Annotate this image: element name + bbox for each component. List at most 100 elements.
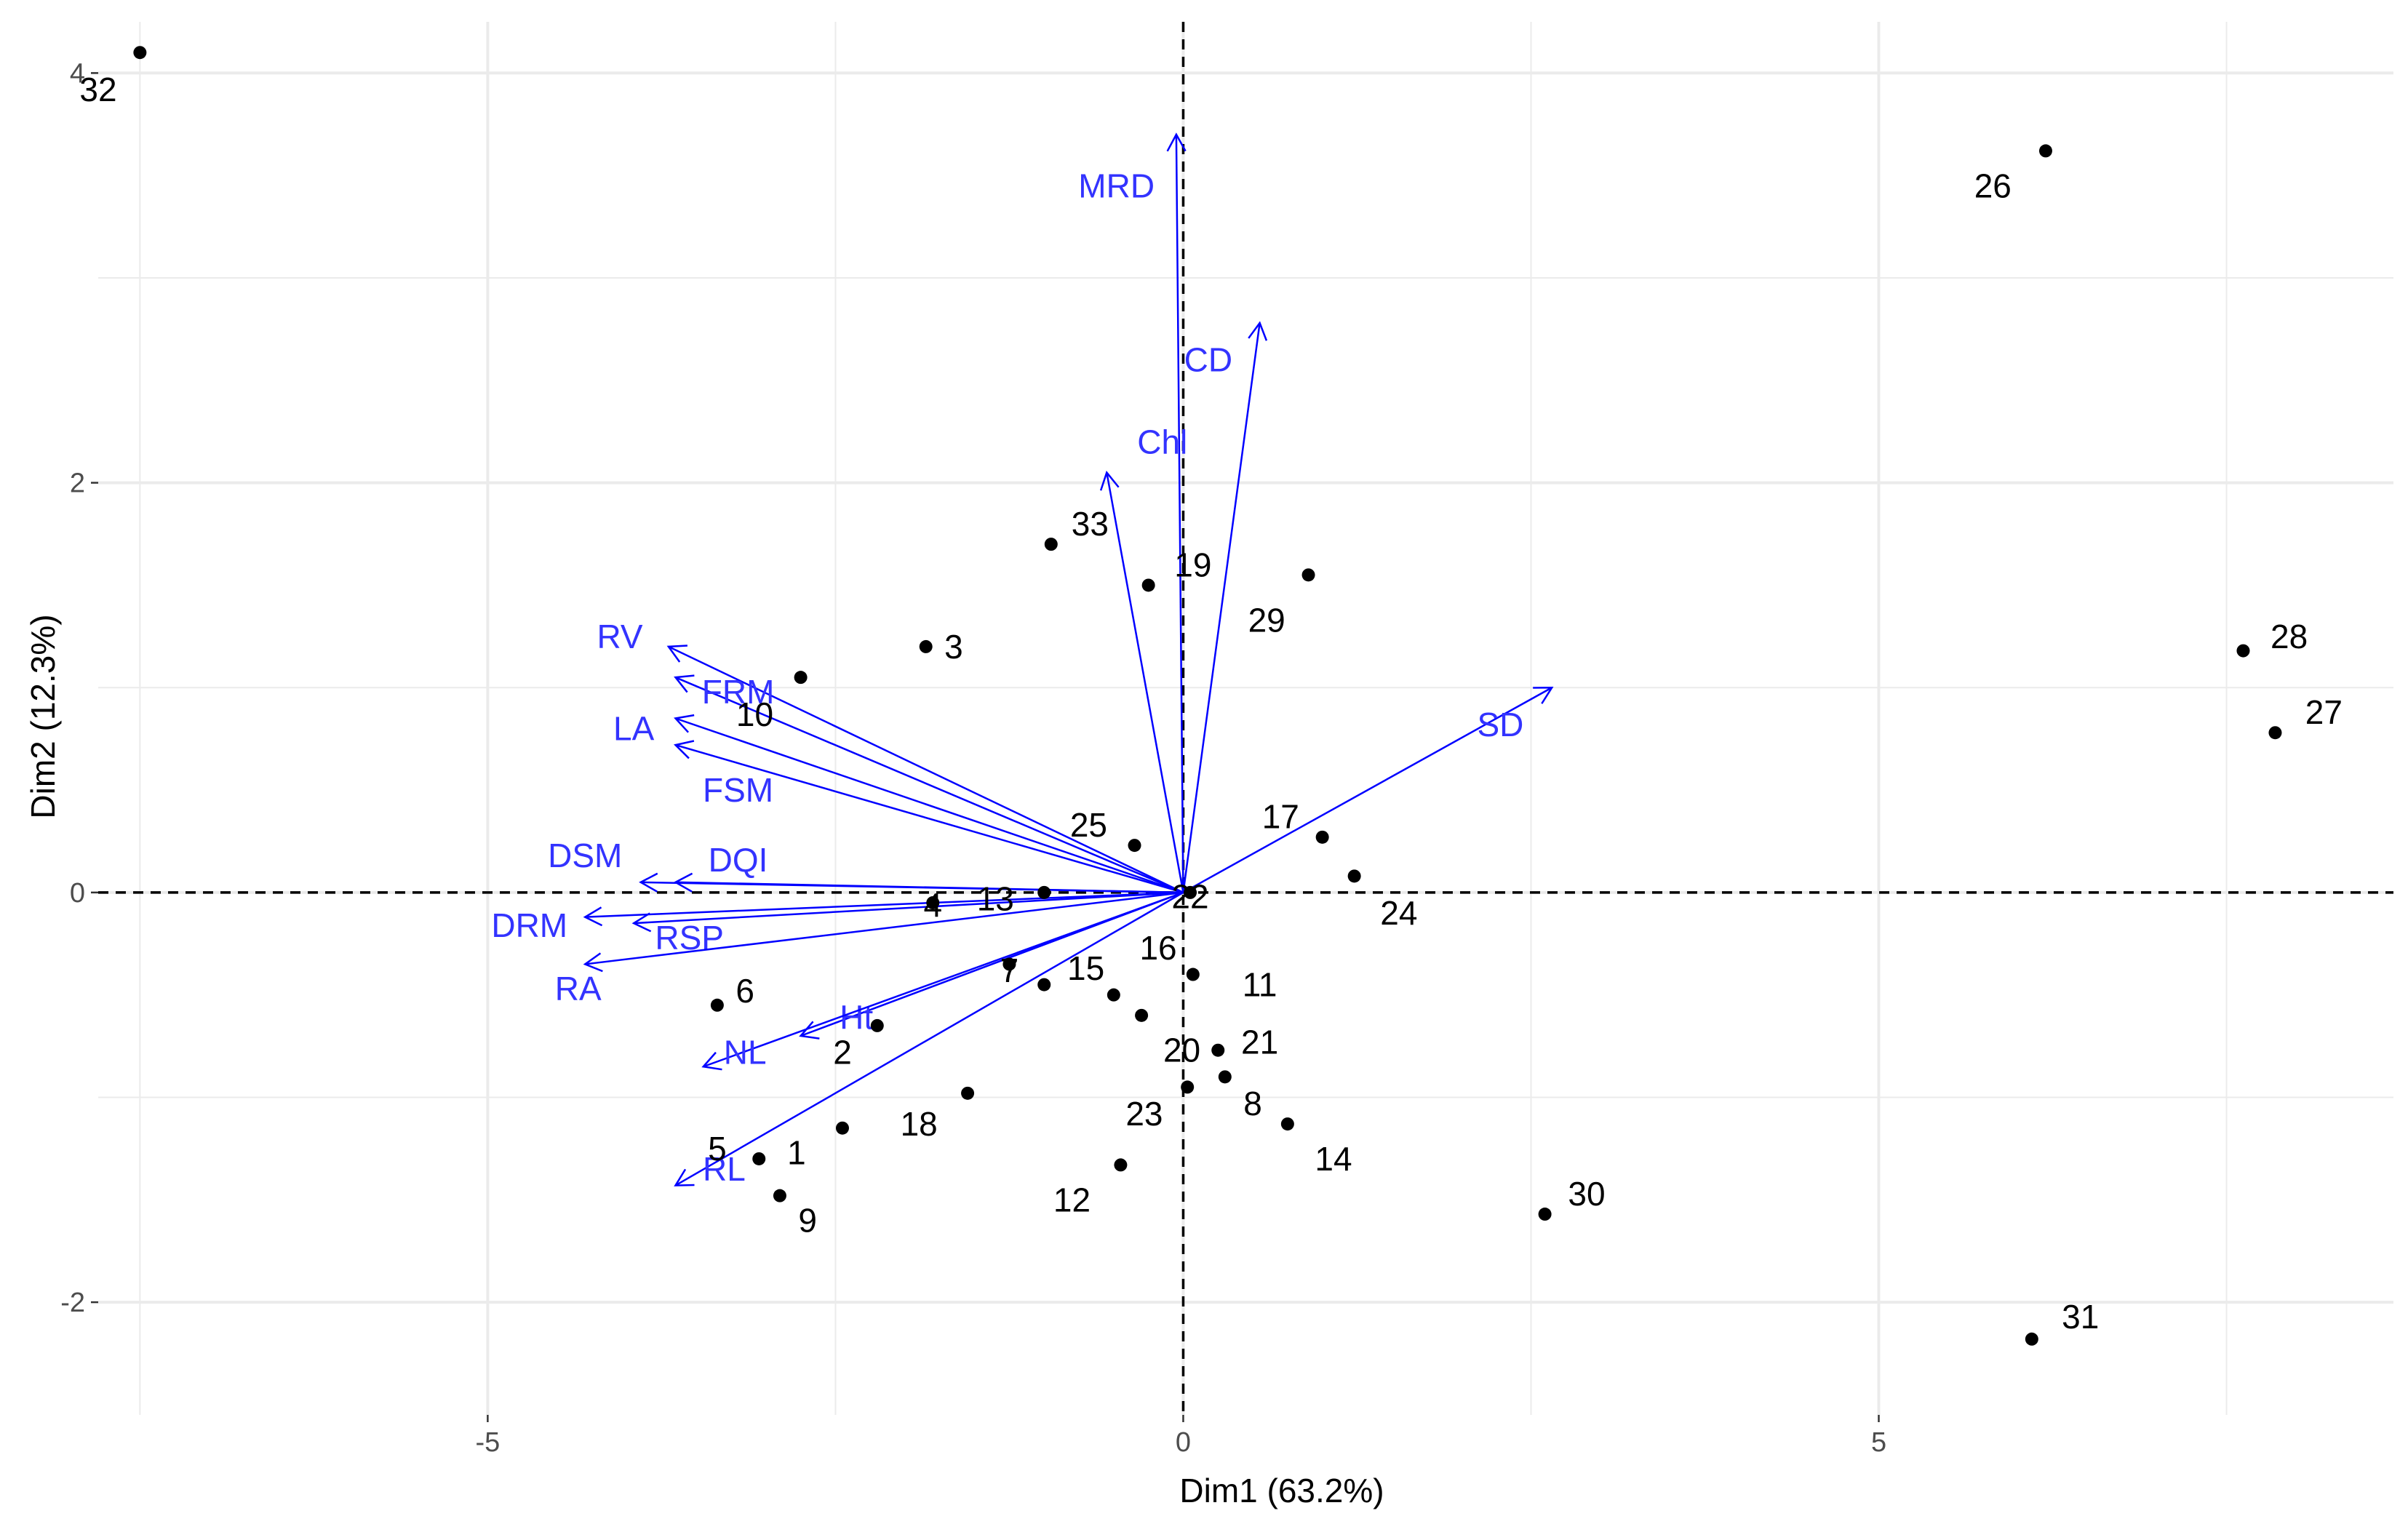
point-label: 24 (1380, 894, 1417, 932)
point-31: 31 (2025, 1298, 2099, 1346)
variable-label: RA (555, 970, 602, 1008)
x-axis-ticks: -5 0 5 (475, 1415, 1886, 1458)
point-label: 4 (923, 886, 942, 924)
y-axis-title: Dim2 (12.3%) (24, 614, 62, 818)
variable-label: FSM (703, 771, 773, 809)
point-label: 2 (833, 1034, 852, 1072)
arrow-head (674, 740, 695, 759)
point-label: 28 (2271, 618, 2308, 655)
arrow-head (701, 1051, 722, 1071)
arrow-shaft (585, 891, 1184, 918)
arrow-head (583, 952, 603, 973)
point-label: 5 (708, 1130, 727, 1168)
variable-label: LA (613, 710, 655, 748)
arrow-head (1166, 132, 1187, 152)
y-tick-label: 2 (70, 468, 85, 499)
point-marker (1044, 538, 1058, 551)
point-label: 11 (1243, 966, 1277, 1004)
point-marker (926, 895, 940, 909)
variable-arrow-chl: Chl (1099, 423, 1187, 893)
arrow-head (583, 906, 603, 927)
variable-label: Ht (840, 999, 873, 1037)
point-marker (2236, 644, 2250, 658)
x-tick-label: 0 (1176, 1427, 1191, 1458)
variable-label: MRD (1078, 167, 1155, 204)
point-label: 20 (1163, 1032, 1200, 1069)
point-15: 15 (1037, 949, 1104, 992)
point-label: 15 (1067, 949, 1104, 987)
arrow-shaft (585, 891, 1184, 965)
point-16: 16 (1107, 929, 1177, 1002)
arrow-shaft (675, 881, 1184, 894)
arrow-shaft (668, 645, 1184, 894)
variable-arrow-nl: NL (701, 891, 1184, 1072)
point-label: 9 (798, 1201, 817, 1239)
point-21: 21 (1211, 1023, 1278, 1061)
arrow-shaft (1175, 134, 1184, 893)
point-27: 27 (2268, 693, 2343, 740)
variable-arrow-mrd: MRD (1078, 132, 1187, 893)
point-label: 26 (1974, 167, 2012, 204)
point-label: 13 (977, 879, 1014, 917)
point-marker (835, 1121, 849, 1135)
variable-arrow-cd: CD (1182, 321, 1268, 893)
point-13: 13 (977, 879, 1051, 917)
variable-arrows: MRD CD Chl SD RV FRM LA FSM DSM DQI DRM RSP RA Ht NL RL (491, 132, 1554, 1188)
y-axis-ticks: -2 0 2 4 (60, 58, 98, 1318)
variable-label: RSP (655, 919, 724, 957)
arrow-head (1099, 470, 1120, 491)
point-7: 7 (1000, 951, 1019, 989)
variable-arrow-dqi: DQI (673, 841, 1184, 894)
point-25: 25 (1070, 806, 1141, 853)
point-label: 32 (79, 71, 116, 108)
point-marker (1184, 885, 1197, 899)
point-19: 19 (1141, 546, 1211, 592)
point-marker (773, 1189, 786, 1202)
arrow-shaft (634, 891, 1184, 925)
variable-arrow-ra: RA (555, 891, 1184, 1008)
arrow-head (674, 674, 695, 693)
arrow-shaft (1182, 687, 1552, 893)
variable-label: RL (703, 1150, 746, 1188)
arrow-head (666, 645, 687, 663)
point-marker (1301, 568, 1315, 582)
point-marker (1211, 1043, 1225, 1057)
point-marker (133, 46, 147, 60)
point-label: 6 (735, 972, 754, 1010)
x-tick-label: 5 (1871, 1427, 1886, 1458)
point-marker (1002, 957, 1016, 971)
variable-arrow-rv: RV (597, 618, 1184, 894)
point-marker (2025, 1332, 2038, 1346)
point-24: 24 (1347, 869, 1417, 932)
point-marker (1141, 578, 1155, 592)
point-17: 17 (1262, 798, 1329, 844)
variable-arrow-rsp: RSP (631, 891, 1184, 957)
arrow-shaft (674, 891, 1184, 1186)
point-label: 1 (787, 1134, 806, 1172)
point-marker (1347, 869, 1361, 883)
variable-label: DQI (709, 841, 768, 879)
point-18: 18 (901, 1086, 975, 1143)
point-29: 29 (1248, 568, 1315, 639)
point-marker (961, 1086, 975, 1100)
point-label: 3 (944, 628, 963, 666)
point-11: 11 (1186, 966, 1277, 1004)
point-marker (1218, 1070, 1232, 1084)
arrow-head (1248, 321, 1268, 341)
point-1: 1 (787, 1121, 849, 1172)
point-32: 32 (79, 46, 147, 108)
point-label: 23 (1125, 1095, 1163, 1133)
point-marker (919, 639, 933, 653)
point-26: 26 (1974, 144, 2052, 204)
variable-label: SD (1477, 706, 1523, 743)
zero-reference-lines (98, 22, 2393, 1415)
point-label: 29 (1248, 601, 1285, 639)
arrow-head (674, 714, 695, 733)
point-label: 16 (1139, 929, 1176, 967)
variable-arrow-drm: DRM (491, 891, 1184, 944)
point-30: 30 (1538, 1175, 1606, 1221)
point-2: 2 (833, 1018, 884, 1072)
point-marker (1128, 839, 1141, 853)
